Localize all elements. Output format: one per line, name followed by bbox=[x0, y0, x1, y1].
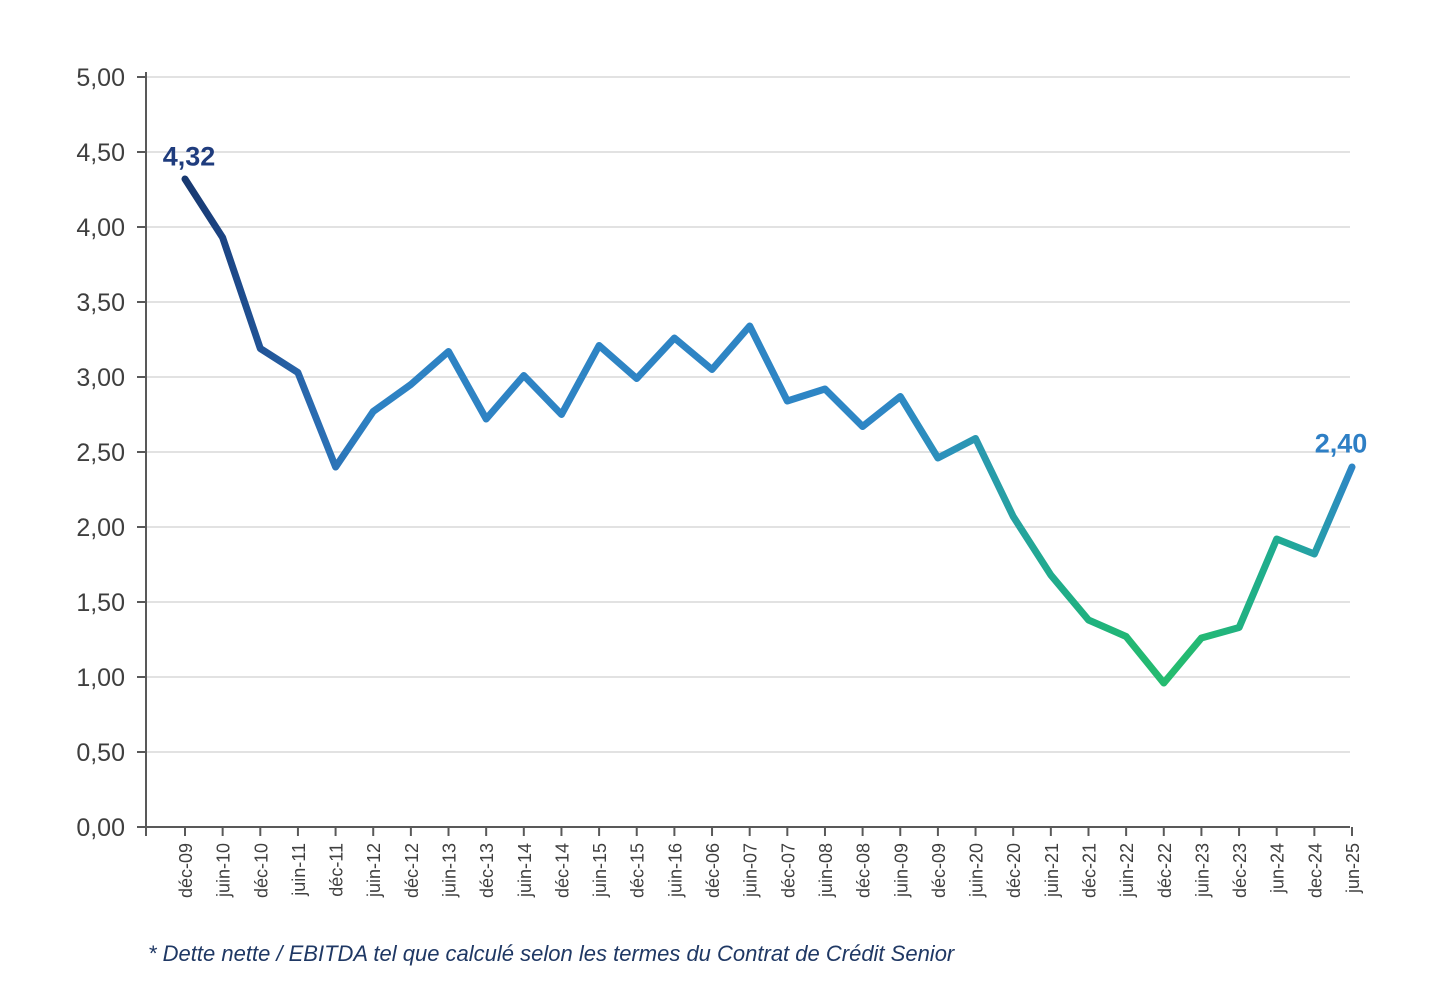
x-axis-tick-label: juin-12 bbox=[364, 843, 384, 898]
x-axis-tick-label: déc-14 bbox=[552, 843, 572, 898]
y-axis-tick-label: 0,50 bbox=[76, 739, 125, 767]
x-axis-tick-label: déc-21 bbox=[1079, 843, 1099, 898]
y-axis-tick-label: 2,00 bbox=[76, 514, 125, 542]
x-axis-tick-label: juin-13 bbox=[440, 843, 460, 898]
x-axis-tick-label: juin-09 bbox=[891, 843, 911, 898]
y-axis-tick-label: 3,50 bbox=[76, 289, 125, 317]
start-value-label: 4,32 bbox=[162, 141, 216, 172]
x-axis-tick-label: déc-09 bbox=[176, 843, 196, 898]
x-axis-tick-label: déc-22 bbox=[1155, 843, 1175, 898]
x-axis-tick-label: juin-23 bbox=[1192, 843, 1212, 898]
y-axis-tick-label: 4,00 bbox=[76, 214, 125, 242]
y-axis-tick-label: 5,00 bbox=[76, 64, 125, 92]
x-axis-tick-label: juin-10 bbox=[214, 843, 234, 898]
x-axis-tick-label: juin-14 bbox=[515, 843, 535, 898]
x-axis-tick-label: déc-08 bbox=[854, 843, 874, 898]
x-axis-tick-label: jun-24 bbox=[1268, 843, 1288, 894]
x-axis-tick-label: déc-13 bbox=[477, 843, 497, 898]
y-axis-tick-label: 1,50 bbox=[76, 589, 125, 617]
x-axis-tick-label: déc-12 bbox=[402, 843, 422, 898]
x-axis-tick-label: juin-21 bbox=[1042, 843, 1062, 898]
x-axis-tick-label: déc-09 bbox=[929, 843, 949, 898]
y-axis-tick-label: 2,50 bbox=[76, 439, 125, 467]
x-axis-tick-label: déc-15 bbox=[628, 843, 648, 898]
x-axis-tick-label: juin-08 bbox=[816, 843, 836, 898]
chart-footnote: * Dette nette / EBITDA tel que calculé s… bbox=[148, 941, 955, 966]
x-axis-tick-label: juin-11 bbox=[289, 843, 309, 897]
y-axis-tick-label: 1,00 bbox=[76, 664, 125, 692]
x-axis-tick-label: déc-06 bbox=[703, 843, 723, 898]
end-value-label: 2,40 bbox=[1314, 428, 1368, 459]
x-axis-tick-label: déc-23 bbox=[1230, 843, 1250, 898]
x-axis-tick-label: juin-16 bbox=[665, 843, 685, 898]
ratio-line bbox=[181, 175, 1356, 687]
y-axis-tick-label: 4,50 bbox=[76, 139, 125, 167]
y-axis-tick-label: 0,00 bbox=[76, 814, 125, 842]
y-axis-tick-label: 3,00 bbox=[76, 364, 125, 392]
x-axis-tick-label: déc-07 bbox=[778, 843, 798, 898]
x-axis-tick-label: juin-20 bbox=[967, 843, 987, 898]
x-axis-tick-label: juin-07 bbox=[741, 843, 761, 898]
x-axis-tick-label: dec-24 bbox=[1305, 843, 1325, 898]
x-axis-tick-label: juin-15 bbox=[590, 843, 610, 898]
x-axis-tick-label: déc-20 bbox=[1004, 843, 1024, 898]
x-axis-tick-label: juin-22 bbox=[1117, 843, 1137, 898]
x-axis-tick-label: jun-25 bbox=[1343, 843, 1363, 894]
x-axis-tick-label: déc-11 bbox=[327, 843, 347, 897]
x-axis-tick-label: déc-10 bbox=[251, 843, 271, 898]
